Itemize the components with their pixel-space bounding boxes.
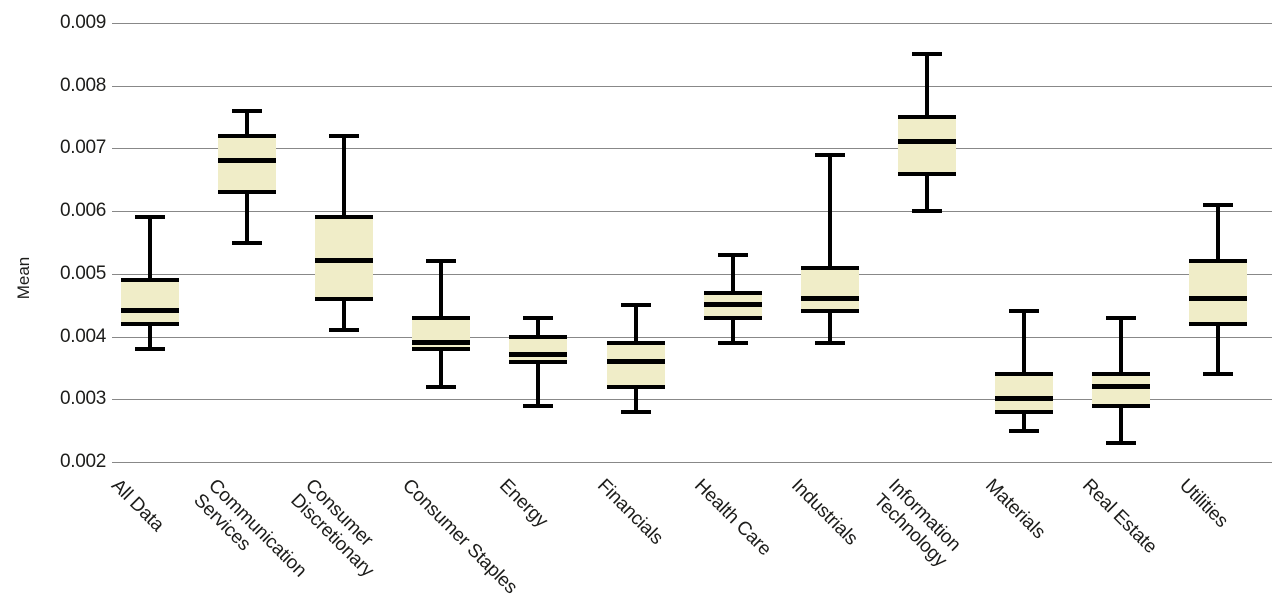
y-tick-label: 0.006	[59, 200, 106, 221]
gridline-0.007	[112, 148, 1272, 149]
x-tick-label-health-care: Health Care	[689, 475, 775, 560]
whisker-cap-top	[911, 52, 942, 57]
x-tick-label-information-technology: Information Technology	[869, 475, 965, 572]
y-tick-label: 0.002	[59, 451, 106, 472]
whisker-cap-bottom	[620, 409, 651, 414]
median-line	[412, 339, 471, 345]
iqr-box	[218, 133, 277, 195]
whisker-cap-bottom	[523, 403, 554, 408]
whisker-cap-top	[1008, 309, 1039, 314]
iqr-box	[994, 372, 1053, 414]
whisker-cap-top	[232, 108, 263, 113]
gridline-0.003	[112, 399, 1272, 400]
y-tick-label: 0.003	[59, 388, 106, 409]
x-tick-label-real-estate: Real Estate	[1078, 475, 1161, 558]
y-axis-title: Mean	[14, 256, 33, 300]
x-tick-label-financials: Financials	[592, 475, 667, 549]
median-line	[703, 302, 762, 308]
whisker-cap-top	[135, 215, 165, 220]
whisker-cap-bottom	[1203, 372, 1234, 377]
whisker-cap-top	[523, 315, 554, 320]
iqr-box	[315, 215, 374, 301]
gridline-0.006	[112, 211, 1272, 212]
gridline-0.004	[112, 337, 1272, 338]
whisker-cap-top	[1106, 315, 1136, 320]
whisker-line	[827, 154, 832, 343]
y-tick-label: 0.009	[59, 12, 106, 33]
whisker-cap-bottom	[232, 240, 263, 245]
median-line	[800, 295, 859, 301]
median-line	[1092, 383, 1150, 389]
y-tick-label: 0.005	[59, 263, 106, 284]
iqr-box	[606, 340, 665, 389]
iqr-box	[1092, 372, 1150, 408]
x-tick-label-materials: Materials	[981, 475, 1050, 544]
median-line	[897, 139, 956, 145]
iqr-box	[509, 334, 568, 364]
y-tick-label: 0.007	[59, 137, 106, 158]
gridline-0.008	[112, 86, 1272, 87]
whisker-cap-bottom	[329, 328, 360, 333]
median-line	[606, 358, 665, 364]
x-tick-label-industrials: Industrials	[786, 475, 862, 550]
median-line	[509, 352, 568, 358]
whisker-cap-bottom	[135, 347, 165, 352]
median-line	[994, 396, 1053, 402]
median-line	[1189, 295, 1248, 301]
x-tick-label-communication-services: Communication Services	[189, 475, 311, 582]
median-line	[315, 258, 374, 264]
whisker-cap-top	[620, 303, 651, 308]
whisker-cap-bottom	[911, 209, 942, 214]
y-tick-label: 0.008	[59, 75, 106, 96]
whisker-cap-bottom	[717, 340, 748, 345]
whisker-cap-bottom	[814, 340, 845, 345]
whisker-cap-bottom	[1106, 441, 1136, 446]
y-tick-label: 0.004	[59, 326, 106, 347]
x-tick-label-all-data: All Data	[107, 475, 168, 536]
whisker-cap-top	[329, 133, 360, 138]
x-tick-label-energy: Energy	[495, 475, 553, 532]
iqr-box	[121, 278, 179, 327]
whisker-line	[1021, 311, 1026, 431]
whisker-cap-bottom	[426, 384, 457, 389]
iqr-box	[897, 115, 956, 176]
whisker-cap-top	[1203, 202, 1234, 207]
gridline-0.005	[112, 274, 1272, 275]
gridline-0.009	[112, 23, 1272, 24]
gridline-0.002	[112, 462, 1272, 463]
whisker-cap-top	[717, 253, 748, 258]
x-tick-label-utilities: Utilities	[1175, 475, 1233, 532]
whisker-cap-bottom	[1008, 428, 1039, 433]
iqr-box	[1189, 259, 1248, 327]
iqr-box	[412, 315, 471, 352]
median-line	[218, 157, 277, 163]
whisker-cap-top	[814, 152, 845, 157]
median-line	[121, 308, 179, 314]
iqr-box	[800, 265, 859, 314]
whisker-cap-top	[426, 259, 457, 264]
